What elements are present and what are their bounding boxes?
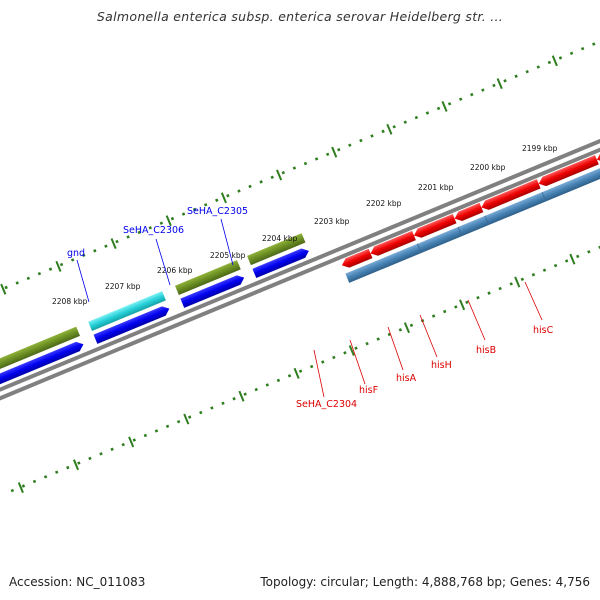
inner-ruler-track — [10, 214, 600, 493]
ruler-label: 2202 kbp — [366, 199, 402, 208]
gene-label-hisA[interactable]: hisA — [396, 373, 417, 384]
leader-line — [313, 349, 325, 398]
ruler-major-tick — [165, 215, 172, 227]
ruler-major-tick — [441, 100, 448, 112]
ruler-major-tick — [386, 123, 393, 135]
ruler-major-tick — [293, 367, 300, 379]
backbone-gap — [0, 128, 600, 405]
map-rotated-frame — [0, 38, 600, 494]
ruler-major-tick — [551, 55, 558, 67]
gene-label-hisB[interactable]: hisB — [476, 345, 496, 356]
map-title: Salmonella enterica subsp. enterica sero… — [96, 9, 504, 24]
cog-divider — [541, 191, 547, 202]
gene-label-hisC[interactable]: hisC — [533, 325, 554, 336]
gene-arrow-hisA[interactable] — [412, 214, 457, 240]
cog-box-cyan[interactable] — [88, 291, 166, 331]
gene-arrow-hisH[interactable] — [453, 202, 484, 223]
gene-label-SeHA_C2304[interactable]: SeHA_C2304 — [296, 399, 357, 410]
cog-box-olive[interactable] — [247, 233, 306, 266]
ruler-major-tick — [0, 283, 7, 295]
gene-arrow-hisB[interactable] — [480, 179, 541, 212]
cog-box-olive[interactable] — [175, 260, 241, 295]
ruler-major-tick — [514, 276, 521, 288]
ruler-major-tick — [459, 299, 466, 311]
cog-box-olive[interactable] — [0, 326, 81, 380]
gene-arrow-SeHA_C2304[interactable] — [340, 248, 373, 270]
ruler-labels: 2199 kbp 2200 kbp 2201 kbp 2202 kbp 2203… — [52, 144, 558, 306]
gene-label-hisF[interactable]: hisF — [359, 385, 378, 396]
ruler-label: 2206 kbp — [157, 266, 193, 275]
ruler-major-tick — [220, 192, 227, 204]
ruler-label: 2201 kbp — [418, 183, 454, 192]
leader-line — [467, 299, 486, 341]
ruler-major-tick — [72, 459, 80, 471]
ruler-label: 2199 kbp — [522, 144, 558, 153]
gene-label-hisH[interactable]: hisH — [431, 360, 452, 371]
gene-arrow-gnd[interactable] — [93, 304, 172, 344]
ruler-label: 2207 kbp — [105, 282, 141, 291]
gene-arrow-hisC[interactable] — [537, 155, 599, 188]
ruler-major-tick — [17, 482, 24, 494]
leader-line — [76, 259, 90, 303]
backbone-line-upper — [0, 123, 600, 403]
leader-line — [155, 238, 171, 286]
ruler-major-tick — [348, 345, 355, 356]
ruler-major-tick — [331, 146, 338, 158]
gene-label-SeHA_C2306[interactable]: SeHA_C2306 — [123, 225, 184, 236]
leader-line — [419, 314, 438, 358]
ruler-major-tick — [183, 413, 190, 425]
accession-text: Accession: NC_011083 — [9, 575, 146, 589]
leader-line — [387, 326, 404, 371]
cog-band-steelblue[interactable] — [345, 144, 600, 283]
gene-label-gnd[interactable]: gnd — [67, 248, 85, 259]
ruler-label: 2205 kbp — [210, 251, 246, 260]
forward-gene-labels: SeHA_C2304 hisF hisA hisH hisB hisC — [296, 281, 554, 410]
topology-text: Topology: circular; Length: 4,888,768 bp… — [260, 575, 590, 589]
ruler-label: 2204 kbp — [262, 234, 298, 243]
ruler-major-tick — [110, 238, 117, 249]
inner-ruler-major-ticks — [17, 253, 576, 494]
ruler-major-tick — [238, 390, 245, 402]
cog-divider — [457, 226, 463, 237]
outer-ruler-track — [0, 38, 600, 317]
ruler-major-tick — [403, 322, 410, 334]
leader-line — [220, 218, 234, 266]
ruler-major-tick — [496, 78, 503, 90]
gene-arrow-reverse[interactable] — [0, 340, 85, 393]
ruler-label: 2200 kbp — [470, 163, 506, 172]
ruler-major-tick — [569, 253, 576, 265]
ruler-label: 2203 kbp — [314, 217, 350, 226]
ruler-major-tick — [128, 436, 135, 448]
gene-label-SeHA_C2305[interactable]: SeHA_C2305 — [187, 206, 248, 217]
ruler-major-tick — [55, 260, 62, 272]
gene-arrow-hisF[interactable] — [369, 230, 416, 258]
reverse-gene-labels: gnd SeHA_C2306 SeHA_C2305 — [67, 206, 248, 303]
outer-ruler-major-ticks — [0, 55, 558, 295]
ruler-label: 2208 kbp — [52, 297, 88, 306]
backbone-line-lower — [0, 130, 600, 410]
gene-arrow-SeHA_C2305[interactable] — [252, 246, 310, 279]
gene-arrow-SeHA_C2306[interactable] — [180, 273, 246, 308]
cog-divider — [484, 215, 490, 226]
ruler-major-tick — [276, 169, 283, 181]
leader-line — [524, 281, 543, 321]
cog-divider — [417, 243, 422, 254]
leader-line — [349, 339, 366, 385]
